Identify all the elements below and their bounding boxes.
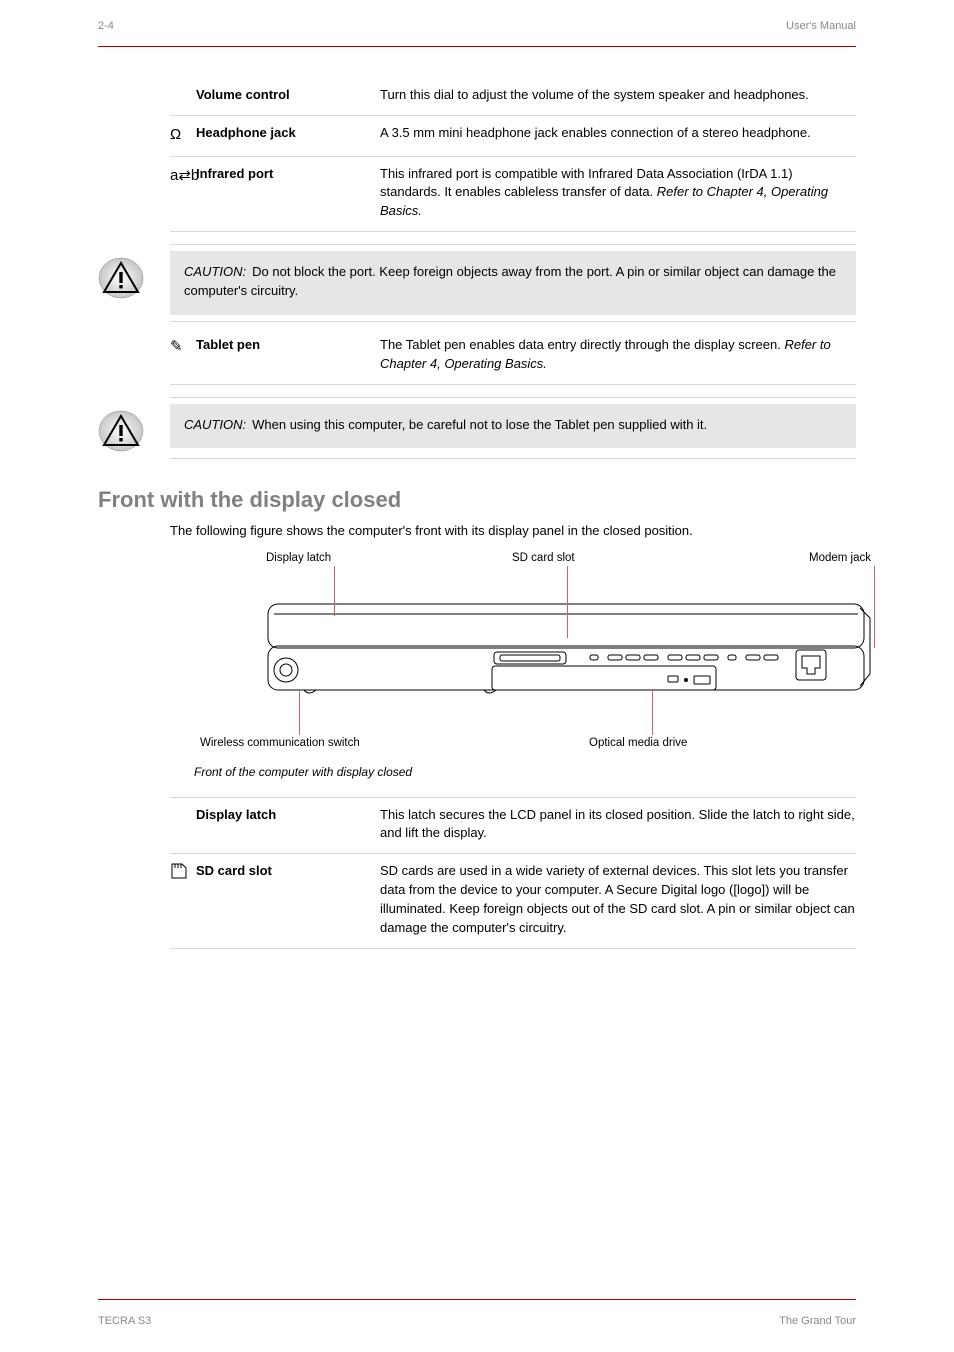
content: Volume control Turn this dial to adjust … <box>98 78 856 949</box>
caution-bottom-rule <box>170 458 856 459</box>
caution-icon <box>98 404 170 452</box>
spec-row-label: ΩHeadphone jack <box>170 124 380 146</box>
caution-title: CAUTION: <box>184 264 246 279</box>
spec-rows: Volume control Turn this dial to adjust … <box>170 78 856 232</box>
label-text: Volume control <box>196 87 290 102</box>
callout-sd-slot: SD card slot <box>512 552 575 564</box>
spec-row-label: Volume control <box>170 86 380 105</box>
caution-text: When using this computer, be careful not… <box>252 417 707 432</box>
spec-row-text: SD cards are used in a wide variety of e… <box>380 862 856 937</box>
spec-row-text: Turn this dial to adjust the volume of t… <box>380 86 856 105</box>
spec-rows-2: ✎Tablet pen The Tablet pen enables data … <box>170 328 856 385</box>
section-subtitle: The following figure shows the computer'… <box>170 523 856 538</box>
defs-block: Display latch This latch secures the LCD… <box>170 797 856 949</box>
caution-block: CAUTION:Do not block the port. Keep fore… <box>98 251 856 315</box>
text-main: The Tablet pen enables data entry direct… <box>380 337 781 352</box>
label-text: Headphone jack <box>196 125 296 140</box>
footer-rule <box>98 1299 856 1300</box>
label-text: Tablet pen <box>196 337 260 352</box>
figure-labels-bottom: Wireless communication switch Optical me… <box>194 721 856 759</box>
caution-bottom-rule <box>170 321 856 322</box>
caution-top-rule <box>170 244 856 245</box>
row-rule <box>170 384 856 385</box>
row-rule <box>170 231 856 232</box>
caution-body: CAUTION:Do not block the port. Keep fore… <box>170 251 856 315</box>
spec-row-label: ✎Tablet pen <box>170 336 380 374</box>
caution-body: CAUTION: When using this computer, be car… <box>170 404 856 449</box>
leader <box>299 691 300 735</box>
leader <box>334 566 335 616</box>
leader <box>567 566 568 638</box>
figure-caption: Front of the computer with display close… <box>194 765 856 779</box>
footer-right: The Grand Tour <box>779 1315 856 1327</box>
footer-left: TECRA S3 <box>98 1315 151 1327</box>
header-title: User's Manual <box>786 20 856 32</box>
label-text: Display latch <box>196 807 276 822</box>
callout-display-latch: Display latch <box>266 552 331 564</box>
label-text: Infrared port <box>196 166 273 181</box>
spec-row: ΩHeadphone jack A 3.5 mm mini headphone … <box>170 115 856 156</box>
spec-row-label: a⇄bInfrared port <box>170 165 380 222</box>
header-rule <box>98 46 856 47</box>
row-rule <box>170 948 856 949</box>
spec-row: ✎Tablet pen The Tablet pen enables data … <box>170 328 856 384</box>
spec-row: a⇄bInfrared port This infrared port is c… <box>170 156 856 232</box>
spec-row-label: Display latch <box>170 806 380 844</box>
spec-row: Display latch This latch secures the LCD… <box>170 798 856 854</box>
spec-row-text: A 3.5 mm mini headphone jack enables con… <box>380 124 856 146</box>
leader <box>652 691 653 735</box>
caution-block: CAUTION: When using this computer, be car… <box>98 404 856 452</box>
sd-icon <box>170 862 196 884</box>
spec-row: Volume control Turn this dial to adjust … <box>170 78 856 115</box>
page: 2-4 User's Manual Volume control Turn th… <box>0 0 954 1352</box>
leader <box>874 566 875 648</box>
infrared-icon: a⇄b <box>170 165 196 187</box>
headphone-icon: Ω <box>170 124 196 146</box>
callout-wireless-switch: Wireless communication switch <box>200 737 360 749</box>
callout-modem-jack: Modem jack <box>809 552 871 564</box>
caution-icon <box>98 251 170 299</box>
header-page-num: 2-4 <box>98 20 114 32</box>
pen-icon: ✎ <box>170 336 196 358</box>
figure: Display latch SD card slot Modem jack <box>98 552 856 779</box>
section-title: Front with the display closed <box>98 487 856 513</box>
label-text: SD card slot <box>196 863 272 878</box>
caution-title: CAUTION: <box>184 417 246 432</box>
caution-text: Do not block the port. Keep foreign obje… <box>184 264 836 298</box>
spec-row: SD card slot SD cards are used in a wide… <box>170 853 856 947</box>
spec-row-text: This infrared port is compatible with In… <box>380 165 856 222</box>
figure-labels-top: Display latch SD card slot Modem jack <box>194 552 856 584</box>
device-illustration <box>194 584 872 716</box>
callout-optical-drive: Optical media drive <box>589 737 687 749</box>
caution-top-rule <box>170 397 856 398</box>
spec-row-text: This latch secures the LCD panel in its … <box>380 806 856 844</box>
spec-row-text: The Tablet pen enables data entry direct… <box>380 336 856 374</box>
spec-row-label: SD card slot <box>170 862 380 937</box>
